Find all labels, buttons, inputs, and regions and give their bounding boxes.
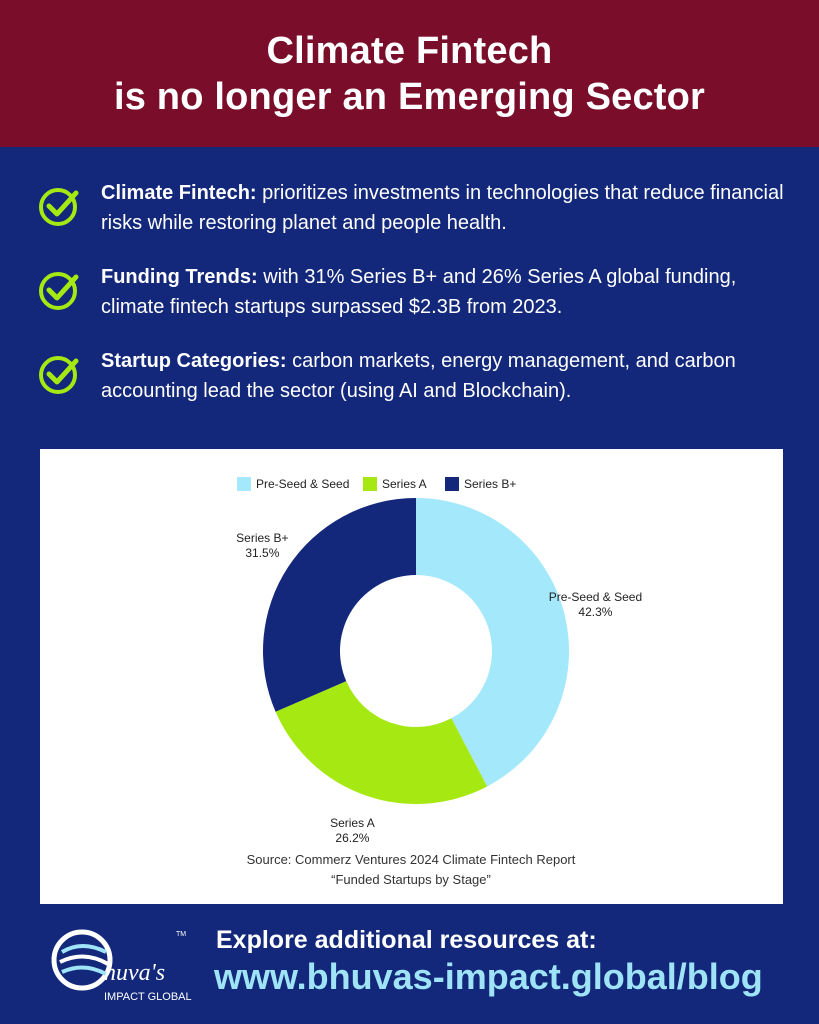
data-label-value-series-b: 31.5% — [245, 546, 279, 560]
check-circle-icon — [39, 272, 79, 310]
page-title-line-1: Climate Fintech — [266, 29, 553, 72]
bhuvas-logo: huva's IMPACT GLOBAL TM — [51, 929, 192, 1003]
point-text: Funding Trends: with 31% Series B+ and 2… — [101, 262, 791, 322]
point-heading: Funding Trends: — [101, 266, 258, 288]
check-circle-icon — [39, 188, 79, 226]
point-body: carbon markets, energy management, and c… — [101, 350, 736, 402]
point-heading: Climate Fintech: — [101, 182, 257, 204]
footer-lead-text: Explore additional resources at: — [216, 926, 597, 954]
legend-swatch-pre-seed-seed — [237, 477, 251, 491]
data-label-value-pre-seed-seed: 42.3% — [578, 605, 612, 619]
legend-swatch-series-b — [445, 477, 459, 491]
header-banner: Climate Fintech is no longer an Emerging… — [0, 0, 819, 147]
check-circle-icon — [39, 356, 79, 394]
point-heading: Startup Categories: — [101, 350, 287, 372]
slice-series-a — [275, 681, 488, 804]
chart-source-line-2: “Funded Startups by Stage” — [331, 872, 491, 887]
chart-card: Pre-Seed & Seed Series A Series B+ Pre-See… — [40, 449, 783, 904]
point-text: Startup Categories: carbon markets, ener… — [101, 346, 791, 406]
data-label-value-series-a: 26.2% — [335, 831, 369, 845]
data-label-name-pre-seed-seed: Pre-Seed & Seed — [549, 590, 642, 604]
chart-legend: Pre-Seed & Seed Series A Series B+ — [237, 477, 516, 491]
logo-wordmark: huva's — [104, 960, 165, 986]
chart-source-line-1: Source: Commerz Ventures 2024 Climate Fi… — [247, 852, 576, 867]
legend-label-pre-seed-seed: Pre-Seed & Seed — [256, 477, 349, 491]
point-body: with 31% Series B+ and 26% Series A glob… — [101, 266, 737, 318]
legend-label-series-a: Series A — [382, 477, 427, 491]
point-startup-categories: Startup Categories: carbon markets, ener… — [0, 346, 819, 416]
page-title-line-2: is no longer an Emerging Sector — [113, 75, 706, 118]
donut-chart: Pre-Seed & Seed Series A Series B+ Pre-See… — [236, 477, 642, 887]
data-label-name-series-a: Series A — [330, 816, 375, 830]
point-climate-fintech: Climate Fintech: prioritizes investments… — [0, 178, 819, 248]
point-funding-trends: Funding Trends: with 31% Series B+ and 2… — [0, 262, 819, 332]
data-label-name-series-b: Series B+ — [236, 531, 288, 545]
legend-label-series-b: Series B+ — [464, 477, 516, 491]
logo-trademark: TM — [176, 931, 186, 938]
point-body: prioritizes investments in technologies … — [101, 182, 784, 234]
legend-swatch-series-a — [363, 477, 377, 491]
chart-slices — [263, 498, 569, 804]
logo-subtitle: IMPACT GLOBAL — [104, 991, 192, 1003]
point-text: Climate Fintech: prioritizes investments… — [101, 178, 791, 238]
slice-series-b — [263, 498, 416, 712]
blog-url-link[interactable]: www.bhuvas-impact.global/blog — [214, 956, 763, 997]
slice-pre-seed-seed — [416, 498, 569, 787]
